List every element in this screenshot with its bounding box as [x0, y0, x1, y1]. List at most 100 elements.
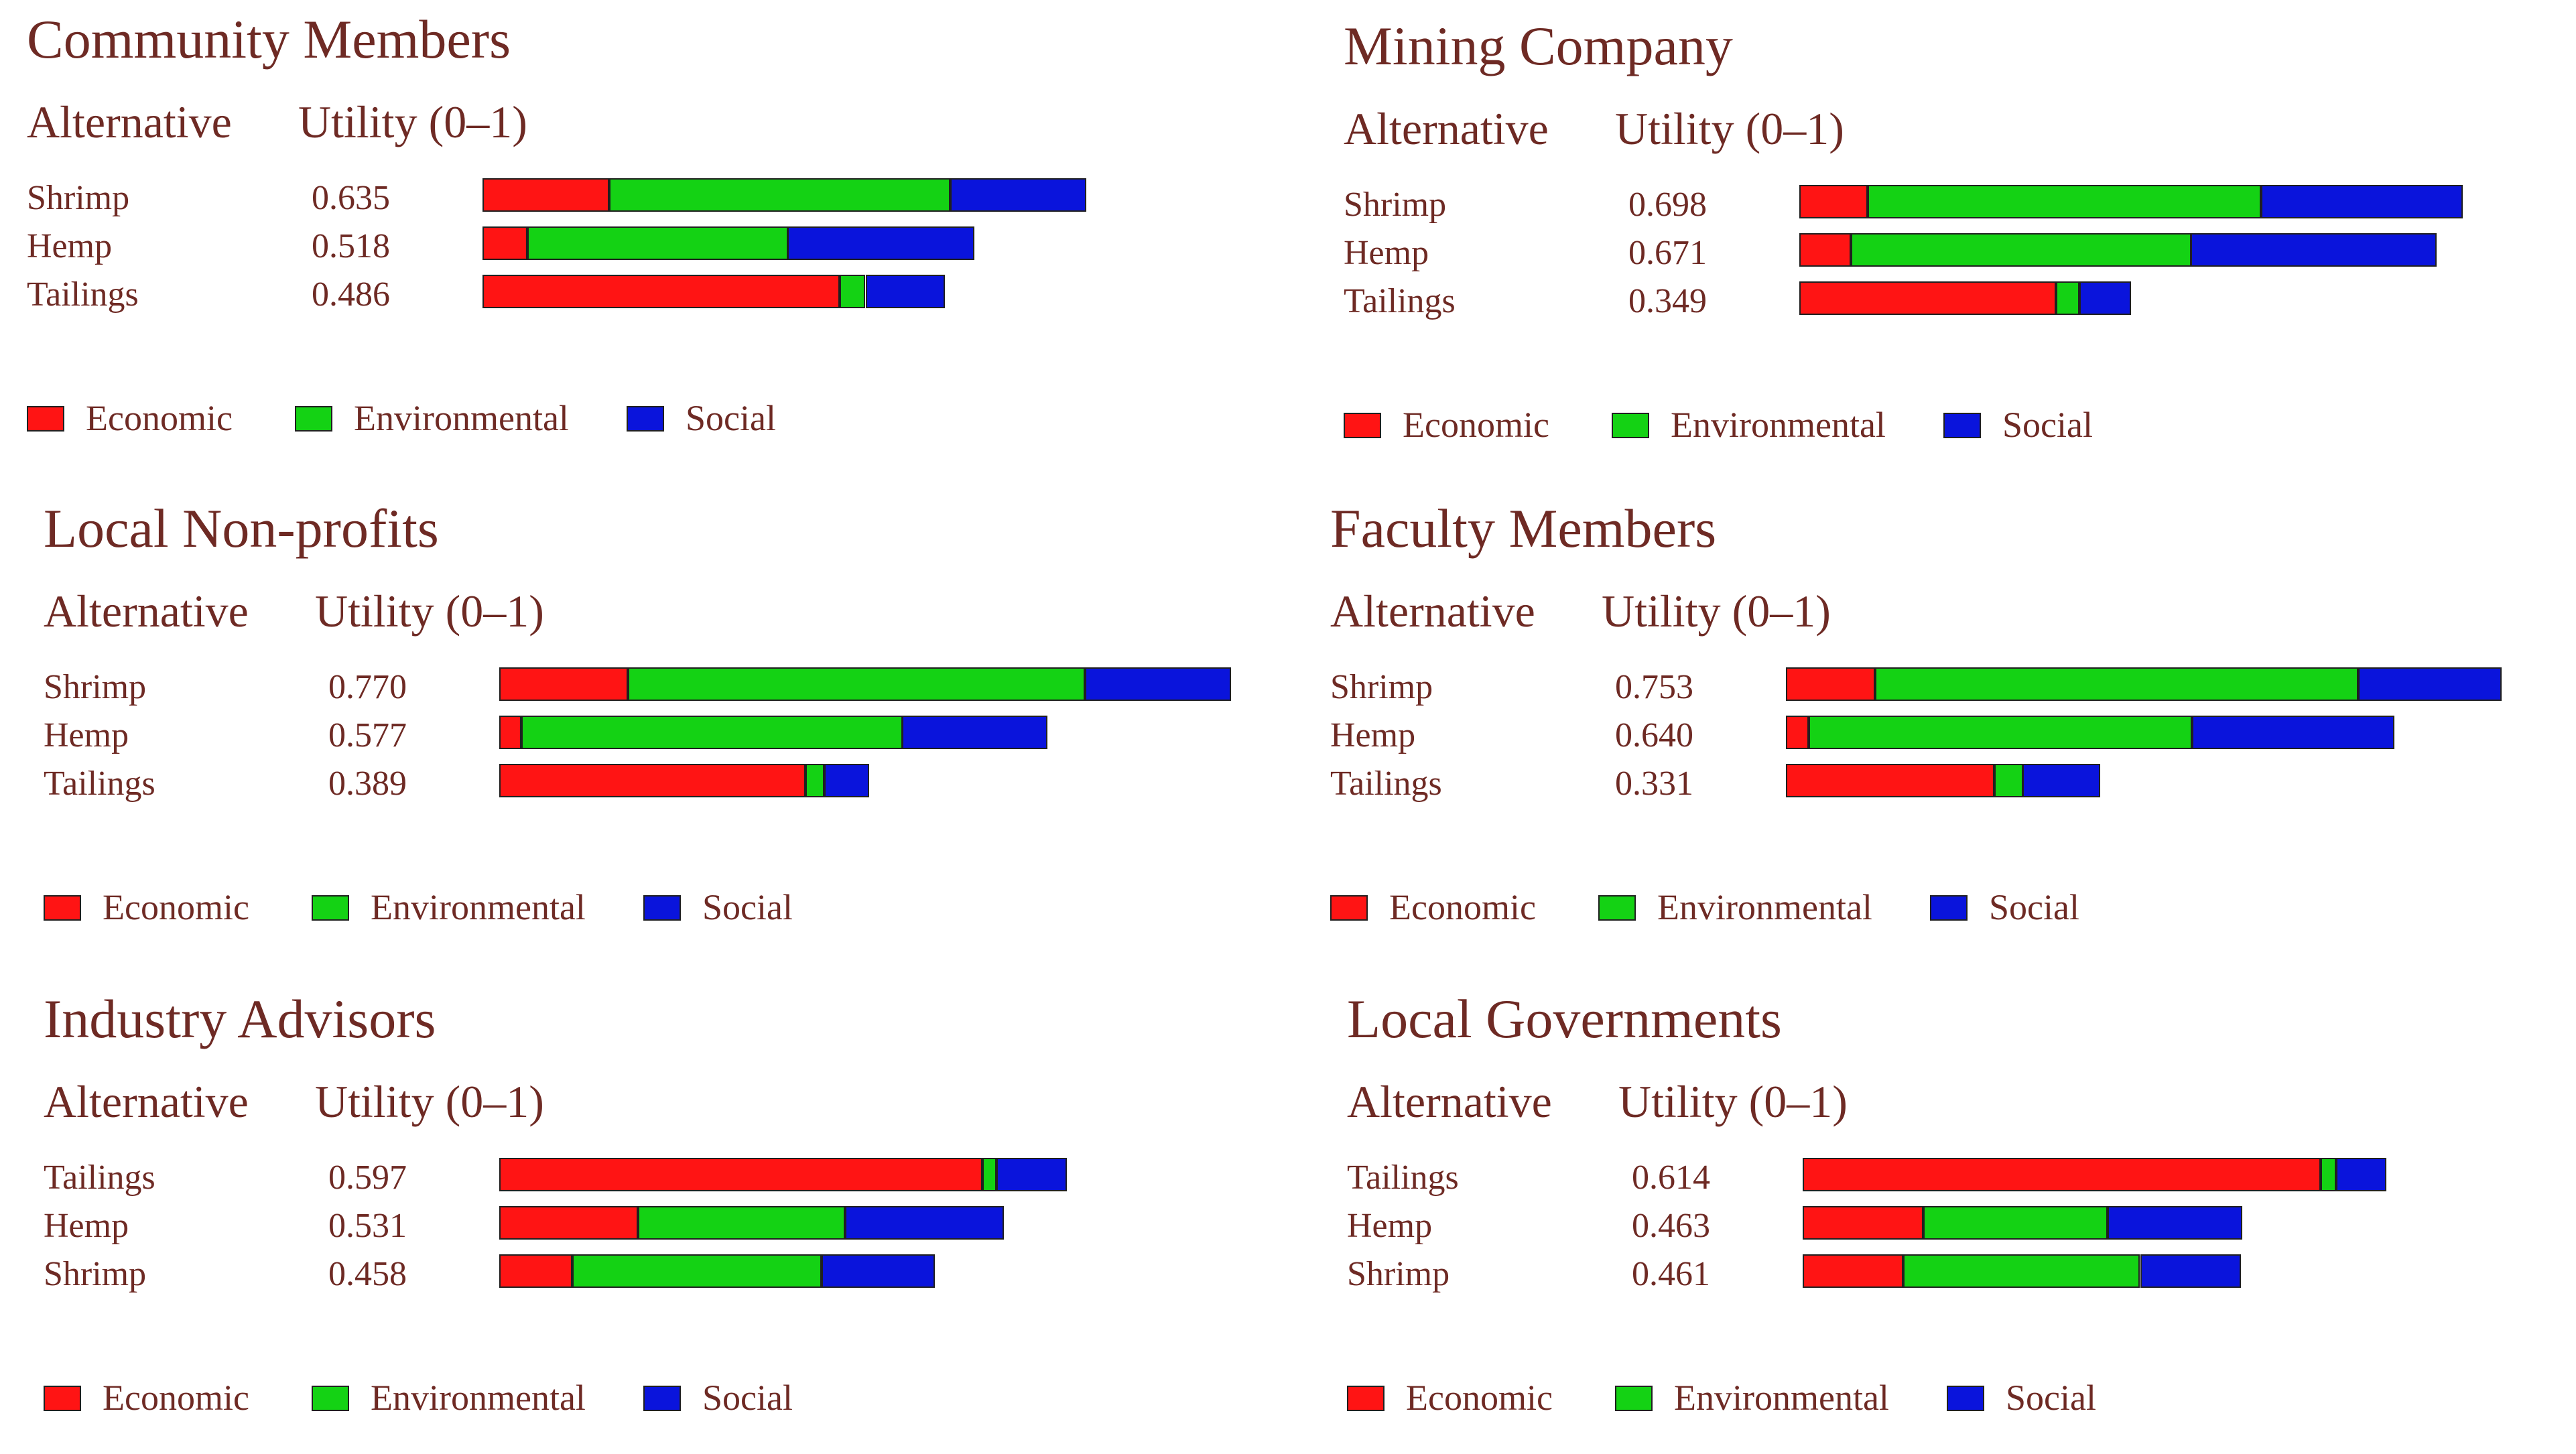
bar-segment-social [2191, 233, 2437, 267]
bar-row: Hemp 0.577 [44, 712, 1317, 760]
legend-swatch [1598, 895, 1636, 921]
bar-segment-environmental [1875, 667, 2358, 701]
column-header-alternative: Alternative [1347, 1076, 1552, 1127]
legend-label: Social [1989, 887, 2079, 927]
legend-swatch [1330, 895, 1368, 921]
utility-value-label: 0.349 [1628, 282, 1707, 320]
legend-swatch [1347, 1386, 1384, 1411]
bar-row: Tailings 0.597 [44, 1154, 1317, 1202]
legend: Economic Environmental Social [1347, 1374, 2576, 1422]
stacked-bar [499, 1158, 1317, 1193]
bar-segment-social [2261, 185, 2463, 218]
bar-segment-economic [499, 1158, 982, 1191]
legend-label: Economic [103, 1378, 249, 1418]
stacked-bar [499, 716, 1317, 750]
bar-row: Hemp 0.518 [27, 222, 1300, 271]
category-label: Tailings [44, 765, 155, 803]
category-label: Tailings [44, 1159, 155, 1197]
bar-segment-economic [1799, 185, 1868, 218]
bar-row: Shrimp 0.770 [44, 663, 1317, 712]
category-label: Hemp [27, 227, 113, 265]
utility-value-label: 0.389 [328, 765, 407, 803]
stacked-bar [1786, 764, 2576, 799]
bar-segment-social [950, 178, 1086, 212]
utility-value-label: 0.458 [328, 1255, 407, 1293]
bar-segment-environmental [572, 1254, 822, 1288]
utility-value-label: 0.486 [312, 275, 390, 314]
utility-value-label: 0.463 [1632, 1207, 1710, 1245]
utility-value-label: 0.640 [1615, 716, 1693, 754]
bar-row: Shrimp 0.461 [1347, 1250, 2576, 1299]
bar-segment-economic [499, 764, 806, 797]
bar-segment-environmental [806, 764, 824, 797]
bar-segment-environmental [628, 667, 1085, 701]
column-header-alternative: Alternative [44, 586, 249, 637]
utility-value-label: 0.635 [312, 179, 390, 217]
legend-swatch [643, 895, 681, 921]
bar-segment-social [845, 1206, 1004, 1240]
column-header-alternative: Alternative [1344, 103, 1549, 154]
category-label: Shrimp [1330, 668, 1433, 706]
stacked-bar [499, 764, 1317, 799]
legend: Economic Environmental Social [27, 394, 1300, 442]
bar-row: Shrimp 0.635 [27, 174, 1300, 222]
bar-segment-economic [1799, 281, 2056, 315]
bar-segment-social [2079, 281, 2131, 315]
bar-segment-environmental [1809, 716, 2192, 749]
category-label: Tailings [1344, 282, 1456, 320]
bar-segment-economic [1803, 1158, 2321, 1191]
utility-value-label: 0.461 [1632, 1255, 1710, 1293]
bar-segment-economic [482, 275, 840, 308]
stacked-bar [1799, 281, 2576, 316]
legend-swatch [1947, 1386, 1984, 1411]
bar-segment-environmental [2056, 281, 2079, 315]
bar-segment-environmental [638, 1206, 845, 1240]
bar-row: Tailings 0.349 [1344, 277, 2576, 326]
column-header-utility: Utility (0–1) [315, 586, 544, 637]
column-header-alternative: Alternative [1330, 586, 1535, 637]
bar-segment-social [996, 1158, 1067, 1191]
chart-panel-local-non-profits: Local Non-profits Alternative Utility (0–1… [44, 501, 1317, 964]
bar-segment-social [2022, 764, 2100, 797]
figure: Community Members Alternative Utility (0–1… [27, 12, 2576, 1418]
stacked-bar [1799, 233, 2576, 268]
stacked-bar [482, 226, 1300, 261]
legend-swatch [312, 895, 349, 921]
bar-row: Tailings 0.486 [27, 271, 1300, 319]
chart-title: Mining Company [1344, 15, 1733, 76]
bar-segment-economic [1799, 233, 1851, 267]
chart-title: Local Governments [1347, 988, 1782, 1049]
bar-segment-social [824, 764, 869, 797]
category-label: Shrimp [1347, 1255, 1450, 1293]
bar-segment-economic [482, 226, 527, 260]
legend: Economic Environmental Social [1330, 883, 2576, 931]
bar-segment-environmental [527, 226, 788, 260]
legend: Economic Environmental Social [44, 883, 1317, 931]
chart-title: Industry Advisors [44, 988, 436, 1049]
stacked-bar [1803, 1158, 2576, 1193]
column-header-alternative: Alternative [44, 1076, 249, 1127]
bar-segment-economic [482, 178, 609, 212]
legend-label: Economic [1406, 1378, 1553, 1418]
stacked-bar [482, 178, 1300, 213]
bar-segment-environmental [982, 1158, 996, 1191]
utility-value-label: 0.518 [312, 227, 390, 265]
utility-value-label: 0.671 [1628, 234, 1707, 272]
legend-swatch [627, 406, 664, 432]
stacked-bar [1786, 667, 2576, 702]
bar-row: Tailings 0.331 [1330, 760, 2576, 808]
legend-label: Economic [1389, 887, 1536, 927]
category-label: Hemp [44, 1207, 129, 1245]
bar-segment-social [902, 716, 1047, 749]
bar-row: Hemp 0.463 [1347, 1202, 2576, 1250]
legend-label: Environmental [1674, 1378, 1889, 1418]
legend-swatch [1344, 413, 1381, 438]
legend-label: Social [686, 398, 776, 438]
bar-row: Shrimp 0.458 [44, 1250, 1317, 1299]
bar-segment-environmental [521, 716, 903, 749]
stacked-bar [1803, 1254, 2576, 1289]
bar-row: Hemp 0.640 [1330, 712, 2576, 760]
legend-label: Social [2006, 1378, 2096, 1418]
bar-row: Shrimp 0.698 [1344, 181, 2576, 229]
bar-row: Hemp 0.671 [1344, 229, 2576, 277]
